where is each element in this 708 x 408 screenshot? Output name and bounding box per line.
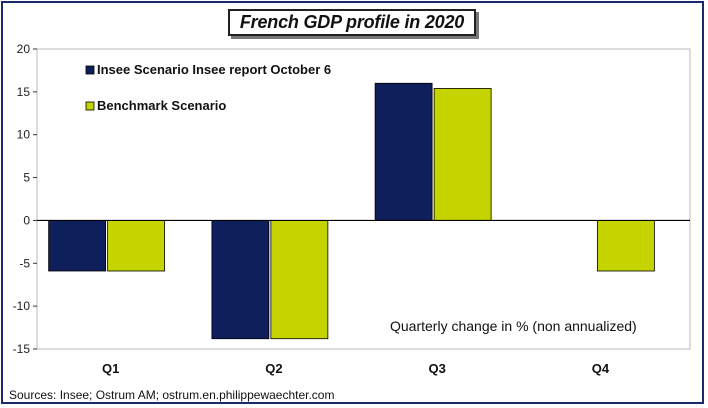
y-tick-label: 15 (17, 85, 31, 99)
y-tick-label: 5 (23, 171, 30, 185)
bar-insee-q1 (48, 220, 107, 272)
bar-benchmark-q2 (270, 220, 329, 340)
x-category-label: Q4 (592, 361, 610, 376)
legend-swatch-insee (85, 65, 95, 75)
y-tick-label: 20 (17, 42, 31, 56)
chart-title: French GDP profile in 2020 (228, 9, 476, 36)
bar-insee-q2 (211, 220, 270, 340)
chart-annotation: Quarterly change in % (non annualized) (390, 318, 637, 334)
plot-area (36, 48, 691, 350)
bar-benchmark-q4 (596, 220, 655, 272)
legend-label-benchmark: Benchmark Scenario (97, 98, 226, 113)
x-category-label: Q3 (428, 361, 445, 376)
y-tick-label: -5 (19, 256, 30, 270)
bars (48, 82, 655, 340)
legend-label-insee: Insee Scenario Insee report October 6 (97, 62, 331, 77)
y-tick-label: 0 (23, 213, 30, 227)
x-category-label: Q1 (102, 361, 119, 376)
bar-benchmark-q1 (107, 220, 166, 272)
source-note: Sources: Insee; Ostrum AM; ostrum.en.phi… (9, 388, 335, 402)
y-tick-label: 10 (17, 128, 31, 142)
y-axis: 20 15 10 5 0 -5 -10 -15 (13, 42, 37, 356)
legend-swatch-benchmark (85, 101, 95, 111)
y-tick-label: -10 (13, 299, 31, 313)
y-tick-label: -15 (13, 342, 31, 356)
bar-insee-q3 (374, 82, 433, 221)
x-category-label: Q2 (265, 361, 282, 376)
bar-benchmark-q3 (433, 88, 492, 221)
x-axis: Q1 Q2 Q3 Q4 (102, 361, 610, 376)
